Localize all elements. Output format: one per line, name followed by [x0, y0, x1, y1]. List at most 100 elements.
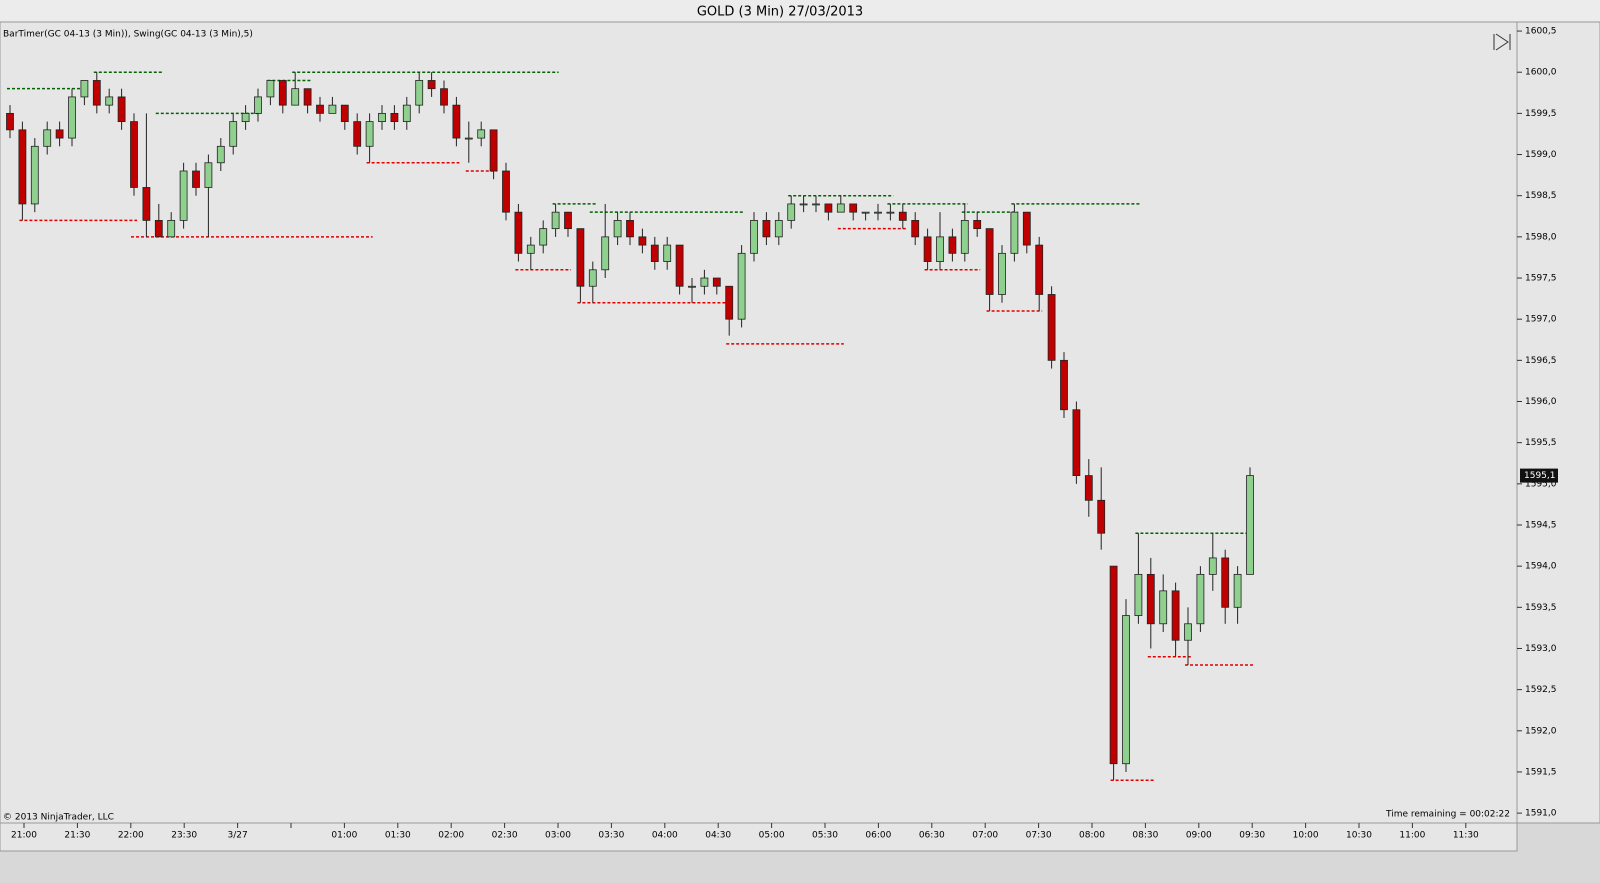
x-tick-label: 3/27: [227, 831, 247, 841]
x-tick-label: 09:30: [1239, 831, 1265, 841]
candle-body: [278, 80, 287, 106]
x-tick-label: 06:00: [865, 831, 891, 841]
x-tick-label: 09:00: [1186, 831, 1212, 841]
candle-body: [948, 236, 957, 254]
candle-body: [1010, 211, 1019, 254]
candle-body: [1184, 623, 1192, 641]
plot-area: [0, 21, 1518, 824]
candle-body: [154, 219, 163, 238]
candle-body: [365, 121, 374, 147]
x-tick-label: 05:00: [759, 831, 785, 841]
y-tick-label: 1595,0: [1525, 479, 1557, 489]
x-tick-label: 11:00: [1399, 831, 1425, 841]
candle-body: [254, 96, 262, 114]
candle-body: [291, 88, 300, 106]
candle-body: [737, 252, 746, 320]
candle-body: [985, 228, 994, 295]
candle-body: [1196, 573, 1205, 625]
candle-body: [204, 162, 213, 188]
y-tick-label: 1599,5: [1525, 109, 1557, 119]
candle-body: [353, 121, 362, 147]
candle-body: [30, 145, 39, 205]
x-tick-label: 10:30: [1346, 831, 1372, 841]
candle-body: [241, 112, 250, 123]
candle-body: [266, 80, 275, 98]
candle-body: [1208, 557, 1217, 575]
candle-body: [477, 129, 486, 139]
y-tick-label: 1596,5: [1525, 356, 1557, 366]
candle-body: [6, 112, 14, 131]
y-tick-label: 1593,5: [1525, 603, 1557, 613]
candle-body: [1072, 409, 1081, 476]
candle-body: [973, 219, 982, 230]
y-tick-label: 1594,0: [1525, 562, 1557, 572]
x-tick-label: 22:00: [118, 831, 144, 841]
candle-body: [1221, 557, 1230, 608]
candle-body: [960, 219, 969, 254]
candle-body: [1134, 573, 1143, 616]
candle-body: [464, 137, 473, 140]
candle-body: [861, 211, 870, 214]
x-tick-label: 10:00: [1293, 831, 1319, 841]
candle-body: [1084, 475, 1093, 501]
candle-body: [874, 211, 882, 214]
candle-body: [378, 112, 386, 123]
x-tick-label: 07:30: [1026, 831, 1052, 841]
candle-body: [489, 129, 498, 172]
candle-body: [1097, 499, 1106, 534]
candle-body: [923, 236, 932, 262]
candle-body: [1022, 211, 1031, 246]
chart-title: GOLD (3 Min) 27/03/2013: [697, 5, 863, 20]
candle-body: [712, 277, 721, 287]
icon-part: [1495, 33, 1509, 51]
x-tick-label: 11:30: [1453, 831, 1479, 841]
candle-body: [1171, 590, 1180, 641]
y-tick-label: 1600,5: [1525, 27, 1557, 37]
y-tick-label: 1599,0: [1525, 150, 1557, 160]
x-tick-label: 21:00: [11, 831, 37, 841]
candle-body: [130, 121, 138, 188]
candle-body: [1109, 565, 1118, 765]
candle-body: [539, 228, 548, 246]
candle-body: [427, 80, 436, 90]
y-tick-label: 1598,0: [1525, 232, 1557, 242]
candle-body: [812, 203, 820, 206]
candle-body: [1233, 573, 1242, 608]
candle-body: [1122, 615, 1130, 765]
indicator-label: BarTimer(GC 04-13 (3 Min)), Swing(GC 04-…: [3, 30, 253, 40]
x-tick-label: 23:30: [171, 831, 197, 841]
y-tick-label: 1597,0: [1525, 315, 1557, 325]
last-price-label: 1595,1: [1524, 471, 1556, 481]
candle-body: [626, 219, 634, 238]
candle-body: [502, 170, 510, 213]
candle-body: [340, 104, 349, 123]
candle-body: [663, 244, 672, 262]
candle-body: [92, 80, 101, 106]
candle-body: [886, 211, 895, 214]
candle-body: [526, 244, 535, 254]
x-tick-label: 05:30: [812, 831, 838, 841]
candle-body: [514, 211, 523, 254]
candle-body: [117, 96, 126, 123]
y-tick-label: 1595,5: [1525, 438, 1557, 448]
candle-body: [80, 80, 89, 98]
candle-body: [564, 211, 572, 230]
scroll-end-icon[interactable]: [1493, 33, 1511, 51]
candle-body: [824, 203, 833, 213]
candle-body: [1246, 475, 1254, 575]
x-tick-label: 02:30: [492, 831, 518, 841]
last-price-box: [1520, 468, 1558, 483]
candle-body: [229, 121, 238, 147]
candle-body: [588, 269, 597, 287]
x-tick-label: 01:30: [385, 831, 411, 841]
candle-body: [849, 203, 858, 213]
candle-body: [1146, 573, 1155, 625]
candle-body: [105, 96, 114, 106]
candle-body: [762, 219, 771, 238]
candle-body: [216, 145, 225, 164]
candle-body: [402, 104, 411, 123]
x-tick-label: 08:00: [1079, 831, 1105, 841]
candle-body: [787, 203, 796, 221]
